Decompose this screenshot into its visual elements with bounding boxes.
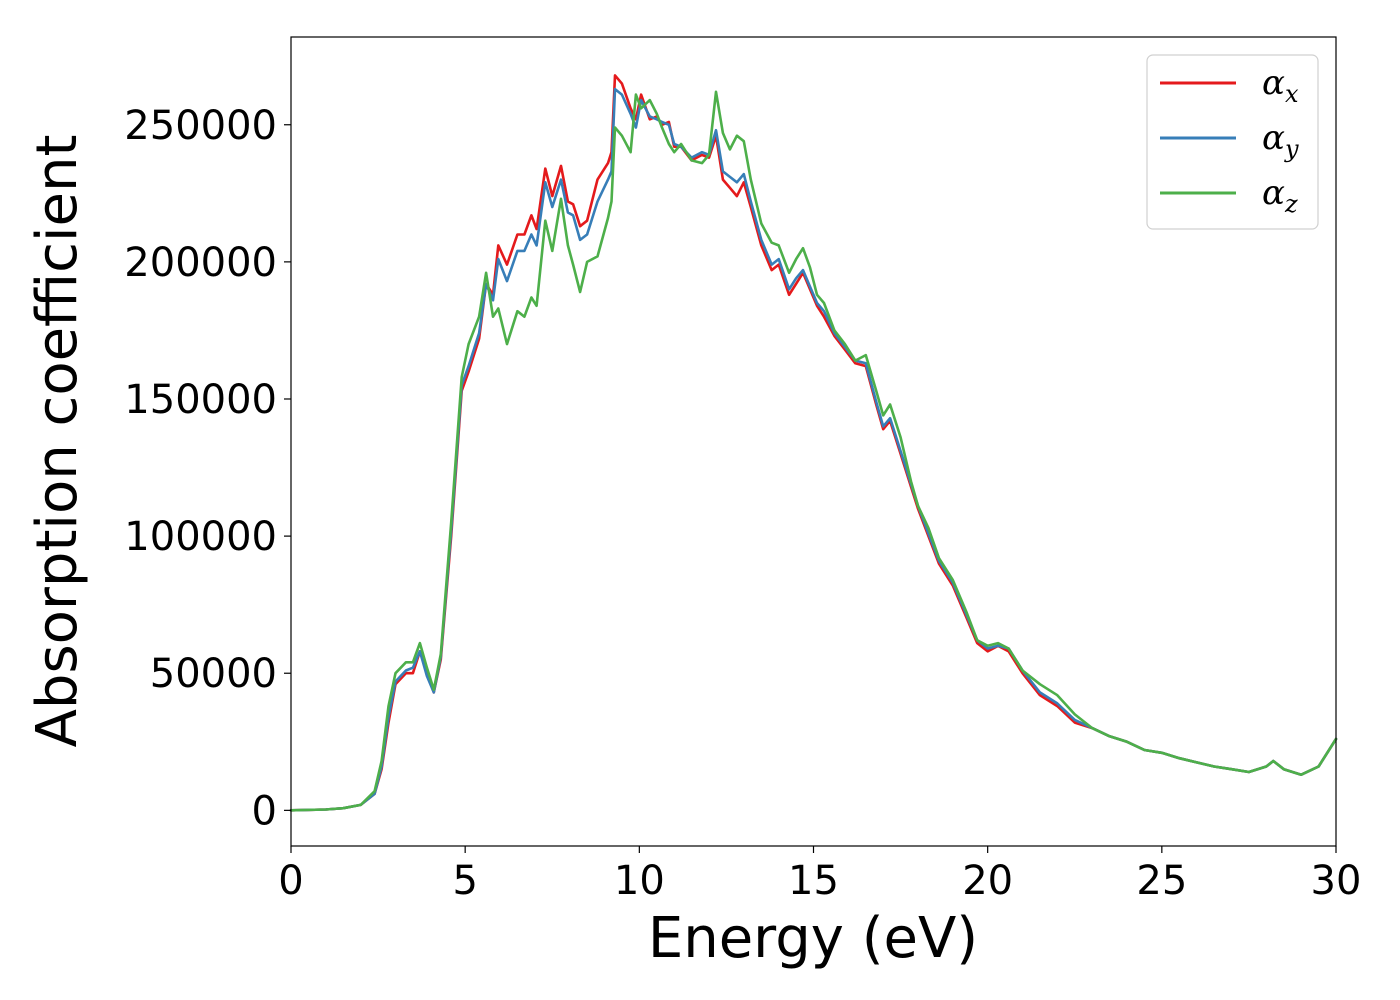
y-tick-label: 0	[252, 788, 277, 834]
y-axis: 0 50000 100000 150000 200000 250000	[124, 103, 291, 834]
legend: αx αy αz	[1146, 54, 1319, 230]
x-axis-label: Energy (eV)	[648, 906, 978, 971]
x-tick-label: 25	[1136, 858, 1187, 904]
y-tick-label: 100000	[124, 514, 277, 560]
x-tick-label: 30	[1311, 858, 1362, 904]
series-line-y	[289, 87, 1338, 812]
series-line-z	[289, 90, 1338, 812]
y-tick-label: 200000	[124, 240, 277, 286]
y-tick-label: 50000	[150, 651, 277, 697]
legend-box	[1146, 54, 1319, 230]
x-tick-label: 20	[962, 858, 1013, 904]
x-tick-label: 5	[452, 858, 477, 904]
x-tick-label: 0	[278, 858, 303, 904]
legend-label-x: αx	[1262, 63, 1299, 108]
series-line-x	[289, 74, 1338, 812]
x-axis: 0 5 10 15 20 25 30	[278, 846, 1361, 904]
y-tick-label: 250000	[124, 103, 277, 149]
y-axis-label: Absorption coefficient	[25, 135, 90, 748]
y-tick-label: 150000	[124, 377, 277, 423]
legend-items: αx αy αz	[1160, 63, 1299, 218]
series-layer	[289, 74, 1338, 812]
legend-label-y: αy	[1262, 118, 1299, 163]
x-tick-label: 15	[788, 858, 839, 904]
legend-label-z: αz	[1262, 173, 1298, 218]
x-tick-label: 10	[614, 858, 665, 904]
